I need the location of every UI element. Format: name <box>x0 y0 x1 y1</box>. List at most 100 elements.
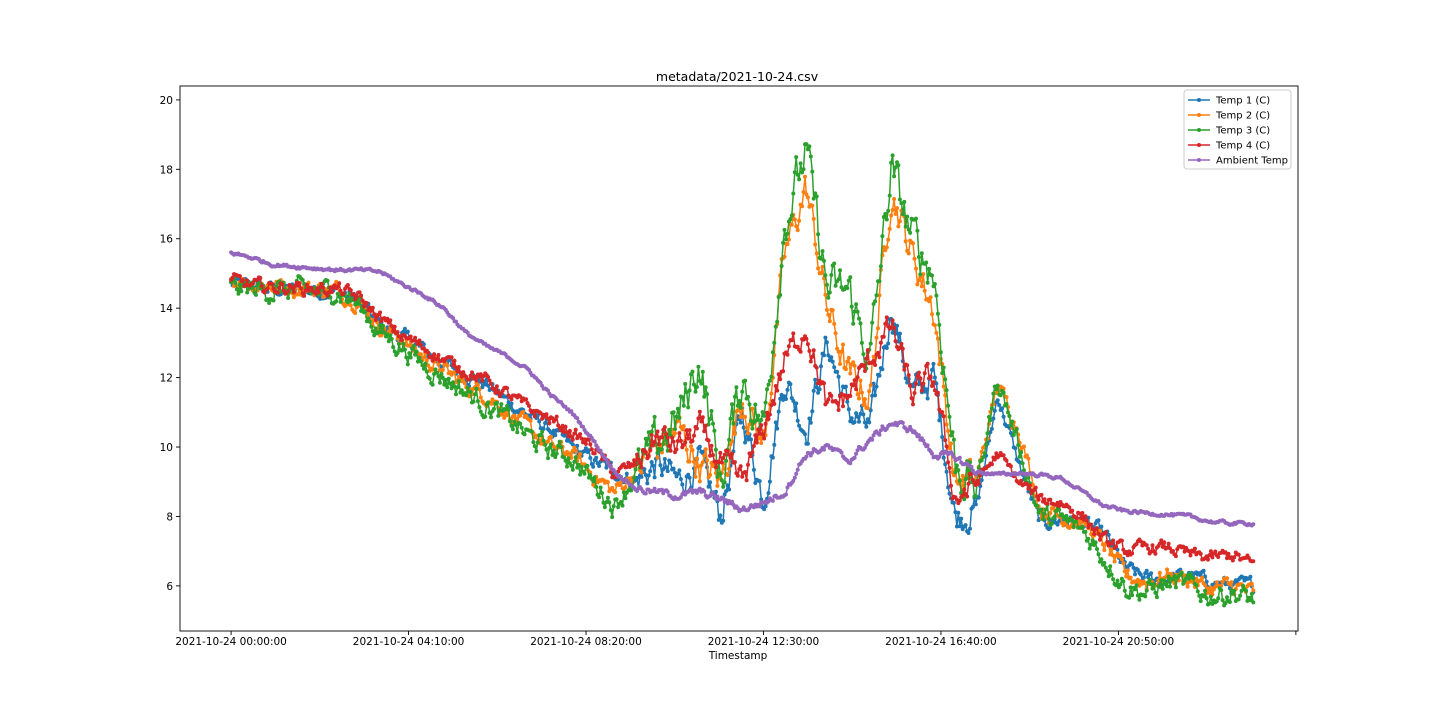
data-point <box>681 424 686 429</box>
data-point <box>813 377 818 382</box>
data-point <box>1226 551 1231 556</box>
data-point <box>820 264 825 269</box>
data-point <box>683 382 688 386</box>
data-point <box>424 369 429 374</box>
data-point <box>697 444 702 449</box>
y-tick-label: 16 <box>160 234 174 246</box>
data-point <box>697 479 702 484</box>
data-point <box>378 310 383 315</box>
data-point <box>1188 553 1193 558</box>
data-point <box>792 475 797 480</box>
data-point <box>692 459 696 464</box>
data-point <box>372 333 377 338</box>
data-point <box>1096 518 1101 523</box>
data-point <box>543 421 548 425</box>
data-point <box>638 460 642 465</box>
data-point <box>979 478 984 483</box>
data-point <box>277 285 282 290</box>
data-point <box>724 489 729 494</box>
data-point <box>902 367 907 372</box>
data-point <box>773 420 778 425</box>
data-point <box>588 473 593 478</box>
data-point <box>870 320 875 325</box>
data-point <box>1225 576 1229 581</box>
data-point <box>391 345 396 350</box>
data-point <box>1083 514 1088 519</box>
data-point <box>946 403 951 408</box>
x-tick-label: 2021-10-24 04:10:00 <box>353 636 465 648</box>
data-point <box>767 412 772 417</box>
data-point <box>635 475 640 480</box>
data-point <box>1166 574 1171 579</box>
data-point <box>746 462 750 467</box>
data-point <box>388 333 393 338</box>
data-point <box>510 408 515 413</box>
data-point <box>1074 516 1079 521</box>
data-point <box>633 462 638 467</box>
data-point <box>496 413 501 418</box>
data-point <box>1248 574 1253 579</box>
data-point <box>1200 575 1205 580</box>
data-point <box>499 402 504 407</box>
data-point <box>591 464 596 469</box>
data-point <box>1080 524 1085 529</box>
data-point <box>483 414 488 419</box>
data-point <box>751 444 756 448</box>
data-point <box>661 467 666 472</box>
data-point <box>705 392 710 397</box>
data-point <box>944 469 949 474</box>
data-point <box>784 237 788 242</box>
data-point <box>427 376 432 381</box>
data-point <box>1042 497 1047 502</box>
data-point <box>830 359 835 364</box>
data-point <box>930 273 934 278</box>
data-point <box>822 381 826 386</box>
data-point <box>632 475 637 480</box>
data-point <box>1026 486 1031 491</box>
data-point <box>1022 444 1026 449</box>
data-point <box>538 411 543 416</box>
data-point <box>940 435 945 439</box>
data-point <box>1109 572 1114 577</box>
data-point <box>785 485 790 490</box>
data-point <box>694 426 699 431</box>
data-point <box>804 192 809 197</box>
data-point <box>1153 551 1158 556</box>
data-point <box>237 282 242 287</box>
data-point <box>1135 567 1140 572</box>
data-point <box>667 427 672 432</box>
data-point <box>848 275 853 280</box>
data-point <box>811 196 816 201</box>
data-point <box>1154 595 1159 600</box>
data-point <box>659 473 664 478</box>
data-point <box>941 384 946 389</box>
data-point <box>563 424 568 429</box>
data-point <box>750 450 755 455</box>
data-point <box>892 197 897 201</box>
data-point <box>934 330 939 335</box>
data-point <box>943 377 948 382</box>
data-point <box>889 160 894 165</box>
data-point <box>538 380 543 385</box>
data-point <box>316 290 321 295</box>
data-point <box>795 344 800 349</box>
data-point <box>468 373 473 378</box>
data-point <box>778 293 783 297</box>
data-point <box>686 472 691 477</box>
data-point <box>890 318 895 323</box>
data-point <box>880 234 885 239</box>
data-point <box>973 502 978 507</box>
data-point <box>402 347 407 352</box>
legend-label: Ambient Temp <box>1216 156 1288 167</box>
data-point <box>1064 513 1069 518</box>
data-point <box>788 217 793 222</box>
data-point <box>1157 570 1162 575</box>
data-point <box>935 336 940 341</box>
data-point <box>734 385 739 390</box>
data-point <box>921 438 926 443</box>
data-point <box>392 324 397 329</box>
data-point <box>513 423 518 427</box>
data-point <box>931 380 936 385</box>
data-point <box>1016 443 1021 448</box>
data-point <box>881 215 886 219</box>
